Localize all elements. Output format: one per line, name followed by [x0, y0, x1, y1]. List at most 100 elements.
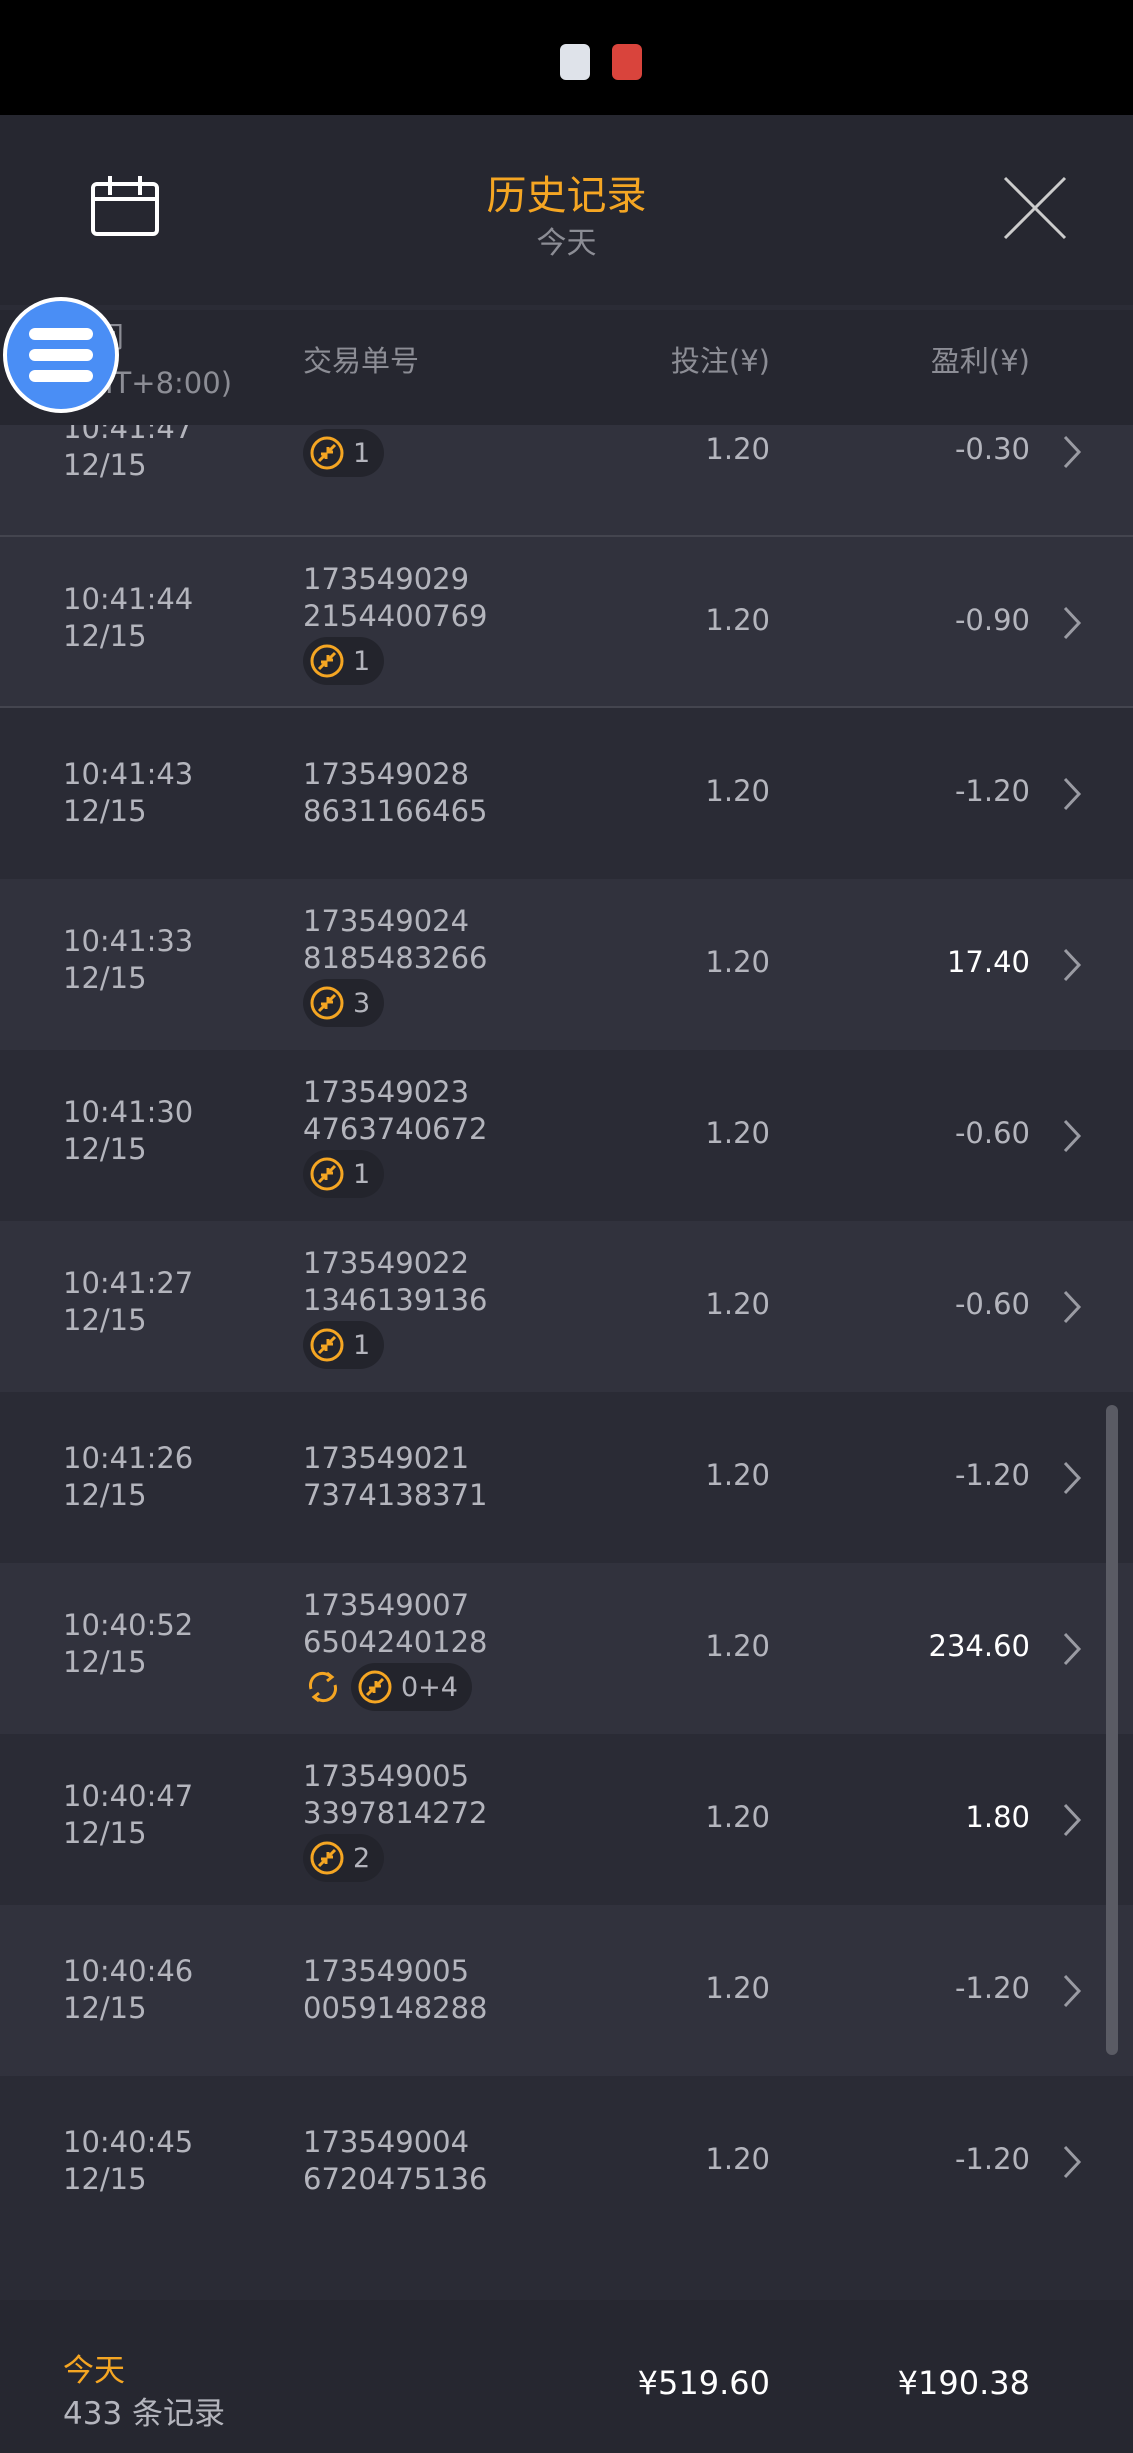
history-row[interactable]: 10:40:45 12/15 173549004 6720475136 1.20 -… — [0, 2076, 1133, 2247]
bonus-icon — [310, 986, 344, 1020]
row-time: 10:40:46 — [63, 1954, 194, 1988]
row-time: 10:41:30 — [63, 1095, 194, 1129]
total-profit: ¥190.38 — [897, 2364, 1030, 2402]
row-profit: 1.80 — [965, 1800, 1030, 1834]
row-time: 10:41:26 — [63, 1441, 194, 1475]
close-icon[interactable] — [1002, 175, 1068, 241]
row-date: 12/15 — [63, 1991, 147, 2025]
chevron-right-icon[interactable] — [1060, 1973, 1084, 2009]
bonus-icon — [310, 1841, 344, 1875]
history-row[interactable]: 10:40:46 12/15 173549005 0059148288 1.20 -… — [0, 1905, 1133, 2076]
row-bet: 1.20 — [705, 1971, 770, 2005]
history-row[interactable]: 10:41:27 12/15 173549022 1346139136 1 1.20… — [0, 1221, 1133, 1392]
order-id-part2: 0059148288 — [303, 1991, 488, 2025]
chevron-right-icon[interactable] — [1060, 2144, 1084, 2180]
refresh-icon — [308, 1671, 338, 1703]
col-time-tz: IT+8:00) — [105, 366, 233, 400]
chevron-right-icon[interactable] — [1060, 1118, 1084, 1154]
history-row[interactable]: 10:41:47 12/15 5404192769 1 1.20 -0.30 — [0, 425, 1133, 537]
chevron-right-icon[interactable] — [1060, 605, 1084, 641]
row-profit: -1.20 — [954, 1458, 1030, 1492]
history-row[interactable]: 10:41:30 12/15 173549023 4763740672 1 1.20… — [0, 1050, 1133, 1221]
history-row[interactable]: 10:41:43 12/15 173549028 8631166465 1.20 -… — [0, 708, 1133, 879]
history-row-partial[interactable] — [0, 2247, 1133, 2300]
order-id-part1: 173549007 — [303, 1588, 470, 1622]
row-time: 10:41:47 — [63, 425, 194, 445]
bonus-count: 1 — [353, 645, 371, 677]
chevron-right-icon[interactable] — [1060, 1631, 1084, 1667]
row-bet: 1.20 — [705, 2142, 770, 2176]
row-bet: 1.20 — [705, 432, 770, 466]
col-order: 交易单号 — [303, 344, 420, 378]
col-profit: 盈利(¥) — [930, 344, 1030, 378]
history-row[interactable]: 10:41:26 12/15 173549021 7374138371 1.20 -… — [0, 1392, 1133, 1563]
row-date: 12/15 — [63, 1132, 147, 1166]
row-profit: -1.20 — [954, 1971, 1030, 2005]
order-id-part2: 7374138371 — [303, 1478, 488, 1512]
header: 历史记录 今天 — [0, 115, 1133, 305]
row-time: 10:41:43 — [63, 757, 194, 791]
summary-footer: 今天 433 条记录 ¥519.60 ¥190.38 — [0, 2300, 1133, 2453]
chevron-right-icon[interactable] — [1060, 1802, 1084, 1838]
record-count: 433 条记录 — [63, 2396, 226, 2432]
chevron-right-icon[interactable] — [1060, 947, 1084, 983]
order-id-part1: 173549005 — [303, 1954, 470, 1988]
row-bet: 1.20 — [705, 1116, 770, 1150]
history-row[interactable]: 10:40:52 12/15 173549007 6504240128 0+4 1.… — [0, 1563, 1133, 1734]
order-id-part2: 8631166465 — [303, 794, 488, 828]
row-bet: 1.20 — [705, 945, 770, 979]
row-profit: -0.60 — [954, 1287, 1030, 1321]
row-bet: 1.20 — [705, 774, 770, 808]
footer-period: 今天 — [63, 2353, 125, 2389]
order-id-part1: 173549023 — [303, 1075, 470, 1109]
bonus-badge: 1 — [303, 637, 385, 685]
history-row[interactable]: 10:40:47 12/15 173549005 3397814272 2 1.20… — [0, 1734, 1133, 1905]
order-id-part1: 173549028 — [303, 757, 470, 791]
row-bet: 1.20 — [705, 1800, 770, 1834]
row-bet: 1.20 — [705, 1458, 770, 1492]
row-time: 10:41:27 — [63, 1266, 194, 1300]
history-row[interactable]: 10:41:44 12/15 173549029 2154400769 1 1.20… — [0, 537, 1133, 708]
row-time: 10:41:44 — [63, 582, 194, 616]
order-id-part2: 6504240128 — [303, 1625, 488, 1659]
status-bar — [0, 0, 1133, 115]
row-date: 12/15 — [63, 1645, 147, 1679]
bonus-icon — [310, 1157, 344, 1191]
chevron-right-icon[interactable] — [1060, 434, 1084, 470]
row-date: 12/15 — [63, 1478, 147, 1512]
menu-button[interactable] — [3, 297, 119, 413]
col-bet: 投注(¥) — [670, 344, 770, 378]
order-id-part2: 3397814272 — [303, 1796, 488, 1830]
bonus-icon — [310, 644, 344, 678]
bonus-icon — [310, 436, 344, 470]
row-profit: 17.40 — [946, 945, 1030, 979]
row-date: 12/15 — [63, 1303, 147, 1337]
row-date: 12/15 — [63, 794, 147, 828]
total-bet: ¥519.60 — [637, 2364, 770, 2402]
calendar-icon[interactable] — [90, 175, 160, 237]
row-date: 12/15 — [63, 1816, 147, 1850]
date-filter-label[interactable]: 今天 — [536, 226, 597, 261]
bonus-count: 1 — [353, 437, 371, 469]
bonus-count: 1 — [353, 1329, 371, 1361]
bonus-count: 2 — [353, 1842, 371, 1874]
row-date: 12/15 — [63, 448, 147, 482]
row-profit: 234.60 — [928, 1629, 1030, 1663]
menu-icon — [29, 328, 93, 340]
scrollbar[interactable] — [1106, 1405, 1118, 2055]
row-time: 10:40:47 — [63, 1779, 194, 1813]
order-id-part2: 5404192769 — [303, 425, 488, 427]
order-id-part2: 6720475136 — [303, 2162, 488, 2196]
order-id-part2: 1346139136 — [303, 1283, 488, 1317]
history-row[interactable]: 10:41:33 12/15 173549024 8185483266 3 1.20… — [0, 879, 1133, 1050]
row-time: 10:41:33 — [63, 924, 194, 958]
chevron-right-icon[interactable] — [1060, 1289, 1084, 1325]
chevron-right-icon[interactable] — [1060, 776, 1084, 812]
row-bet: 1.20 — [705, 1629, 770, 1663]
row-profit: -0.30 — [954, 432, 1030, 466]
order-id-part1: 173549004 — [303, 2125, 470, 2159]
order-id-part1: 173549024 — [303, 904, 470, 938]
chevron-right-icon[interactable] — [1060, 1460, 1084, 1496]
order-id-part1: 173549029 — [303, 562, 470, 596]
